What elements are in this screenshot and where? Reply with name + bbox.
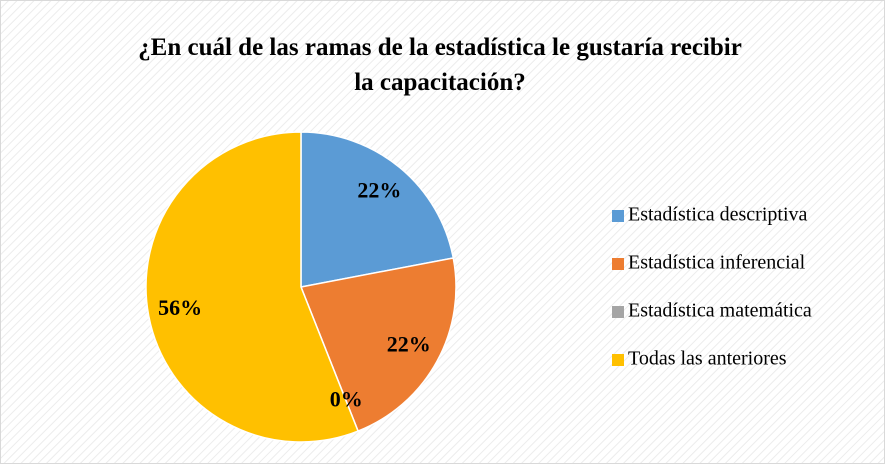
legend-swatch	[612, 306, 624, 318]
data-label: 0%	[330, 386, 363, 411]
legend-swatch	[612, 258, 624, 270]
legend-label: Estadística matemática	[628, 300, 812, 322]
chart-title: ¿En cuál de las ramas de la estadística …	[138, 34, 742, 96]
pie-slice	[300, 131, 455, 288]
legend-label: Estadística inferencial	[628, 252, 806, 274]
legend-swatch	[612, 210, 624, 222]
data-label: 22%	[357, 177, 401, 202]
legend-label: Todas las anteriores	[628, 348, 787, 370]
legend-swatch	[612, 354, 624, 366]
pie-slice	[145, 131, 360, 443]
legend-label: Estadística descriptiva	[628, 204, 808, 226]
data-label: 22%	[387, 331, 431, 356]
data-label: 56%	[158, 295, 202, 320]
pie-slice	[299, 257, 457, 433]
